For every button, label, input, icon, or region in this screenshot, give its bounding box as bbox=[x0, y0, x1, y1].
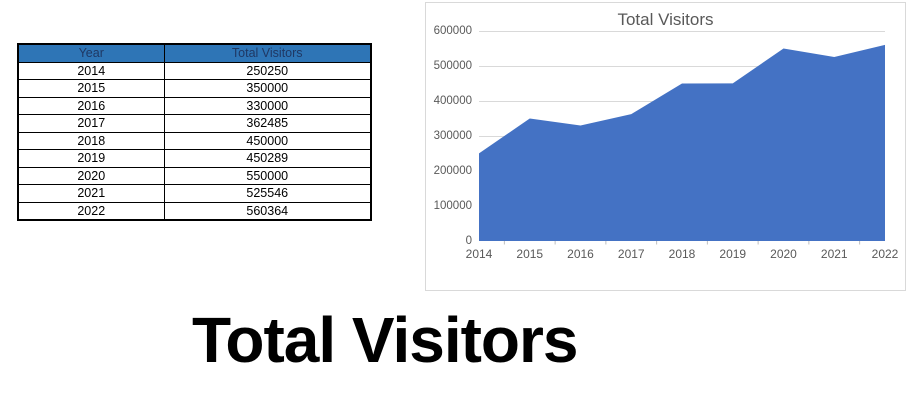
area-chart-plot bbox=[479, 31, 885, 245]
x-axis-tick-label: 2016 bbox=[567, 247, 594, 261]
y-axis-tick-label: 100000 bbox=[433, 200, 472, 212]
x-axis-tick-label: 2014 bbox=[465, 247, 493, 261]
page-caption: Total Visitors bbox=[192, 304, 578, 376]
visitors-cell: 250250 bbox=[163, 61, 372, 80]
visitors-cell: 362485 bbox=[163, 114, 372, 133]
table-row: 2014 250250 bbox=[17, 61, 372, 80]
table-row: 2015 350000 bbox=[17, 79, 372, 98]
y-axis-tick-label: 600000 bbox=[433, 25, 472, 37]
table-row: 2019 450289 bbox=[17, 149, 372, 168]
visitors-cell: 560364 bbox=[163, 201, 372, 221]
x-axis-tick-label: 2022 bbox=[871, 247, 899, 261]
visitors-cell: 525546 bbox=[163, 184, 372, 203]
x-axis-tick-label: 2018 bbox=[668, 247, 696, 261]
x-axis-tick-label: 2020 bbox=[770, 247, 797, 261]
table-row: 2016 330000 bbox=[17, 96, 372, 115]
x-axis-tick-label: 2021 bbox=[820, 247, 848, 261]
table-body: 2014 250250 2015 350000 2016 330000 2017 362485… bbox=[17, 61, 372, 221]
chart-panel: Total Visitors 0 100000 200000 300000 400000… bbox=[425, 2, 906, 291]
x-axis-tick-label: 2015 bbox=[516, 247, 544, 261]
year-cell: 2020 bbox=[17, 166, 165, 185]
table-row: 2022 560364 bbox=[17, 201, 372, 221]
table-row: 2021 525546 bbox=[17, 184, 372, 203]
y-axis-tick-label: 400000 bbox=[433, 95, 472, 107]
total-visitors-column-header: Total Visitors bbox=[163, 43, 372, 63]
table-header-row: Year Total Visitors bbox=[17, 43, 372, 63]
year-cell: 2019 bbox=[17, 149, 165, 168]
table-row: 2017 362485 bbox=[17, 114, 372, 133]
x-axis-tick-label: 2017 bbox=[617, 247, 645, 261]
table-row: 2018 450000 bbox=[17, 131, 372, 150]
chart-title: Total Visitors bbox=[617, 10, 714, 29]
visitors-table: Year Total Visitors 2014 250250 2015 350000… bbox=[17, 43, 372, 221]
y-axis-tick-label: 0 bbox=[465, 235, 472, 247]
year-cell: 2016 bbox=[17, 96, 165, 115]
visitors-cell: 450000 bbox=[163, 131, 372, 150]
x-axis-tick-label: 2019 bbox=[719, 247, 747, 261]
year-cell: 2018 bbox=[17, 131, 165, 150]
year-cell: 2015 bbox=[17, 79, 165, 98]
visitors-cell: 550000 bbox=[163, 166, 372, 185]
total-visitors-area-series bbox=[479, 44, 885, 242]
y-axis-tick-label: 500000 bbox=[433, 60, 472, 72]
visitors-cell: 450289 bbox=[163, 149, 372, 168]
visitors-cell: 330000 bbox=[163, 96, 372, 115]
y-axis-tick-label: 200000 bbox=[433, 165, 472, 177]
year-cell: 2014 bbox=[17, 61, 165, 80]
year-cell: 2017 bbox=[17, 114, 165, 133]
table-row: 2020 550000 bbox=[17, 166, 372, 185]
visitors-cell: 350000 bbox=[163, 79, 372, 98]
year-cell: 2021 bbox=[17, 184, 165, 203]
year-cell: 2022 bbox=[17, 201, 165, 221]
year-column-header: Year bbox=[17, 43, 165, 63]
y-axis-tick-label: 300000 bbox=[433, 130, 472, 142]
